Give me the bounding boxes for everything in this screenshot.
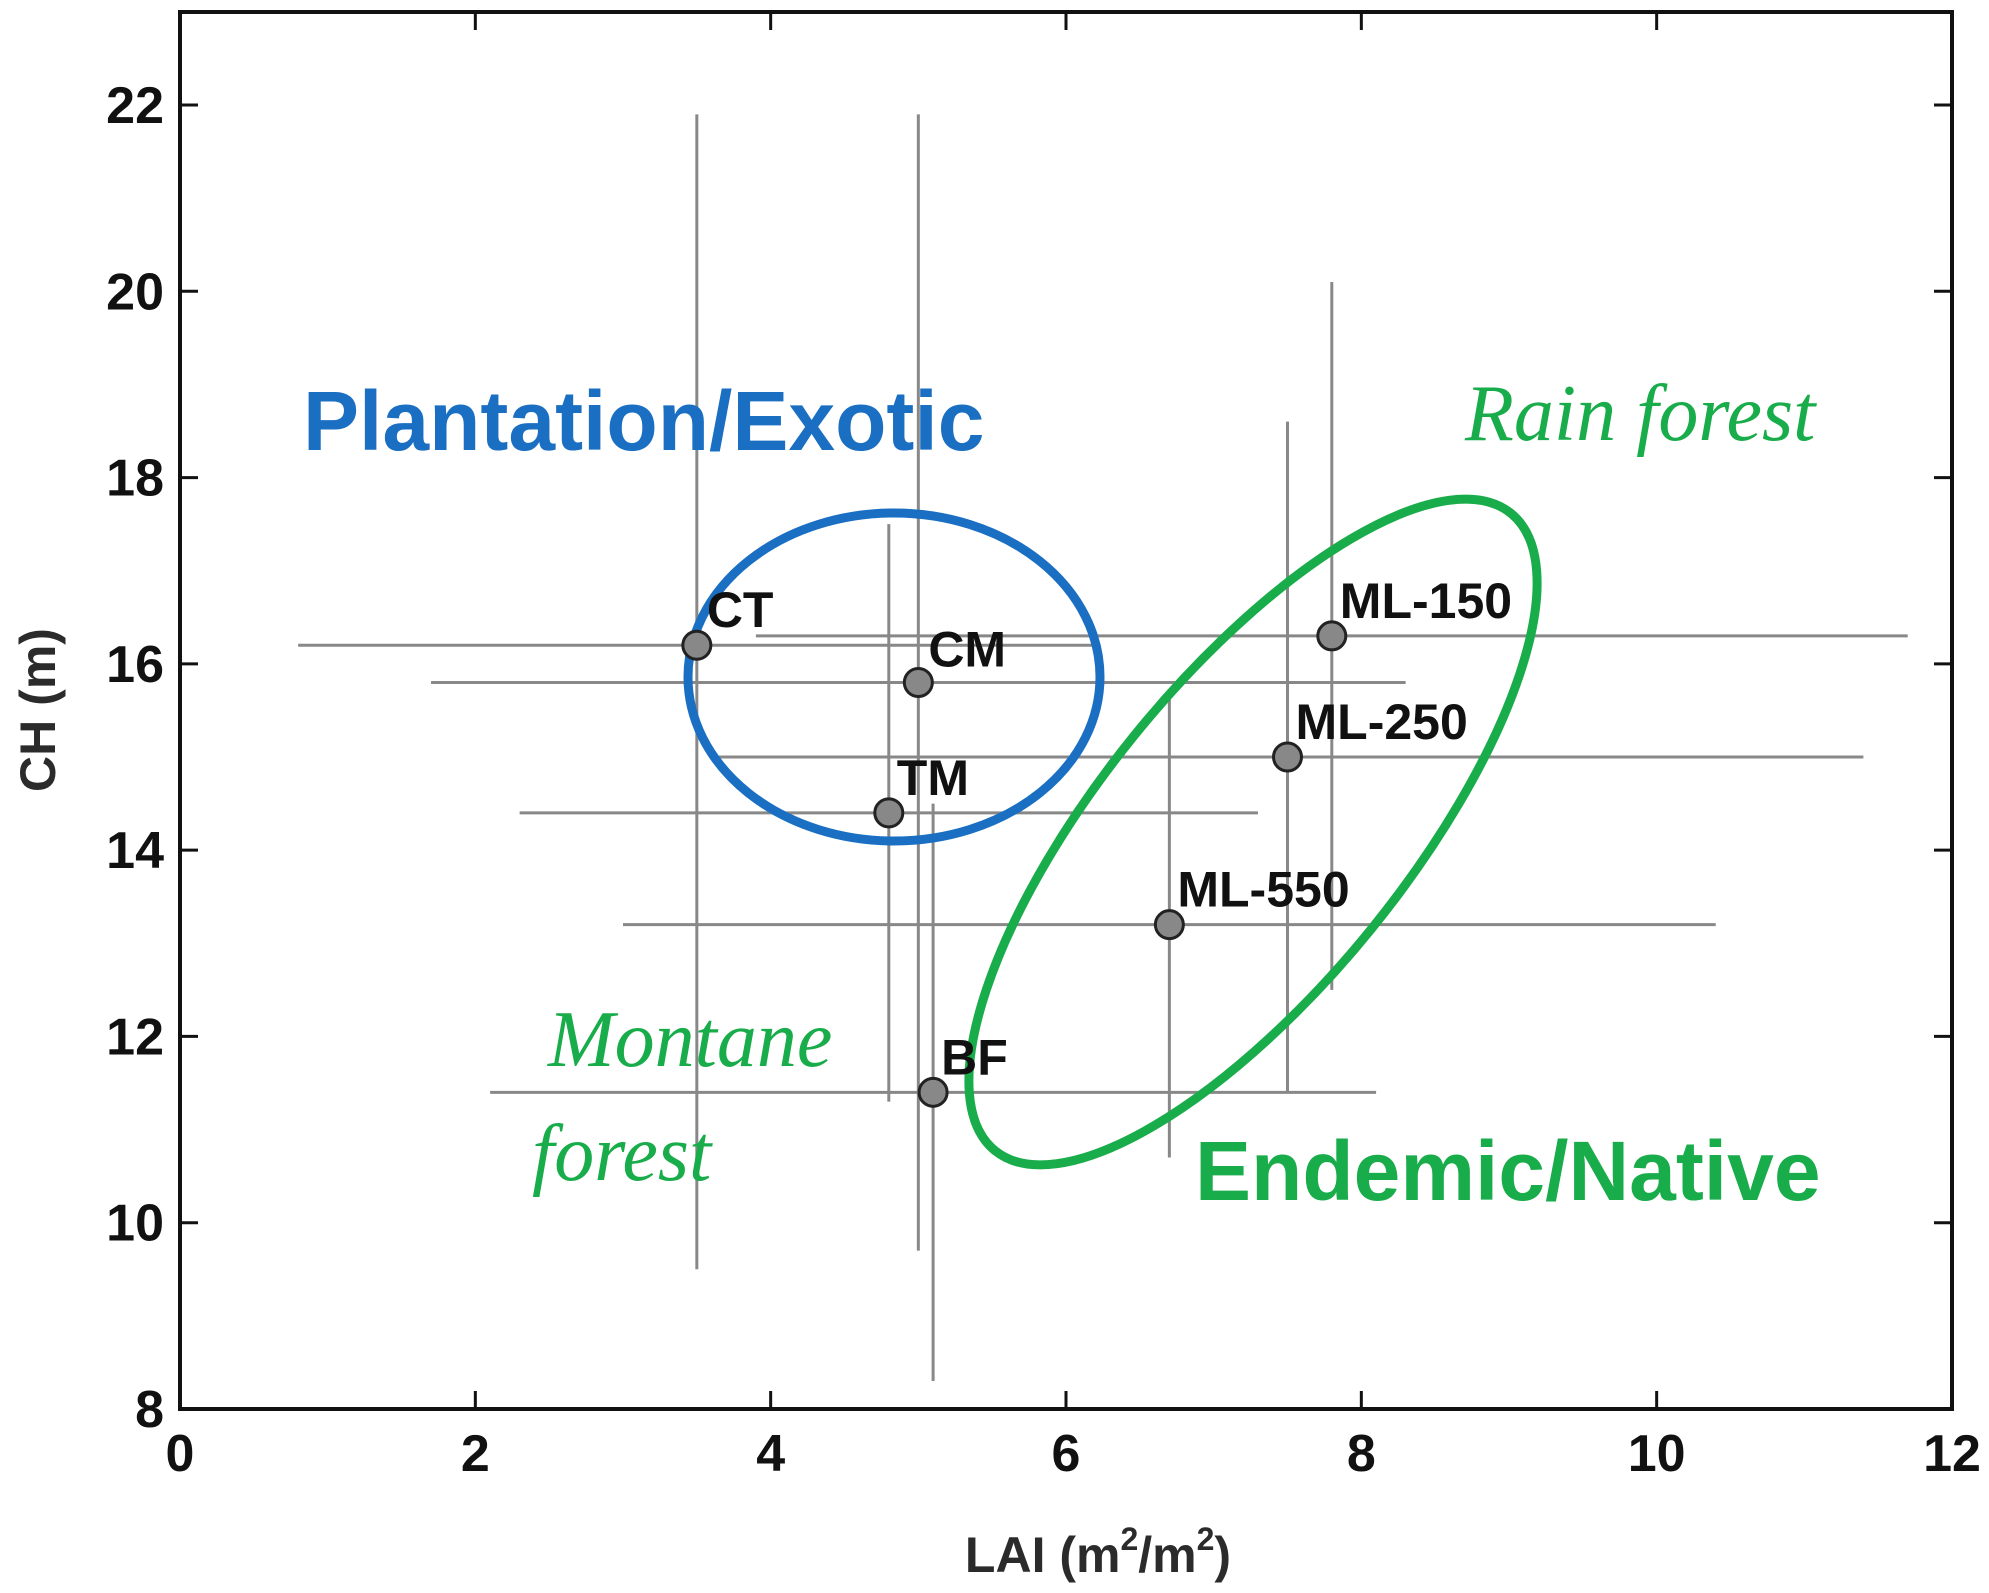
y-tick-label: 22 <box>106 77 164 135</box>
y-tick-label: 16 <box>106 636 164 694</box>
data-point-label: BF <box>941 1029 1008 1085</box>
x-tick-label: 10 <box>1628 1425 1686 1483</box>
data-point <box>1153 909 1185 941</box>
data-point-label: ML-150 <box>1340 573 1512 629</box>
x-axis-title: LAI (m2/m2) <box>965 1521 1231 1583</box>
y-tick-label: 14 <box>106 822 164 880</box>
plantation-cluster-ellipse <box>683 508 1105 846</box>
endemic-native-label: Endemic/Native <box>1195 1124 1821 1218</box>
x-tick-label: 0 <box>166 1425 195 1483</box>
y-tick-label: 10 <box>106 1195 164 1253</box>
montane-label-line2: forest <box>532 1110 713 1198</box>
x-tick-label: 6 <box>1052 1425 1081 1483</box>
data-point-label: CM <box>928 621 1006 677</box>
rain-forest-label: Rain forest <box>1464 370 1817 458</box>
endemic-cluster-ellipse <box>964 494 1542 1170</box>
point-labels: CT CM TM ML-150 ML-250 ML-550 BF <box>707 573 1512 1085</box>
data-point <box>917 1076 949 1108</box>
data-point-label: ML-550 <box>1177 862 1349 918</box>
data-point <box>873 797 905 829</box>
data-point <box>681 629 713 661</box>
data-point <box>1272 741 1303 773</box>
y-axis-title: CH (m) <box>10 628 66 792</box>
plantation-exotic-label: Plantation/Exotic <box>303 374 984 468</box>
data-point-label: ML-250 <box>1296 694 1468 750</box>
x-tick-label: 2 <box>461 1425 490 1483</box>
data-point-label: CT <box>707 582 774 638</box>
x-tick-label: 8 <box>1347 1425 1376 1483</box>
axis-ticks: 0 2 4 6 8 10 12 8 10 12 14 16 18 20 22 <box>106 12 1981 1483</box>
y-tick-label: 20 <box>106 263 164 321</box>
x-tick-label: 4 <box>756 1425 785 1483</box>
y-tick-label: 12 <box>106 1008 164 1066</box>
data-point <box>1316 620 1348 652</box>
montane-label-line1: Montane <box>547 996 832 1084</box>
y-tick-label: 18 <box>106 450 164 508</box>
data-point <box>902 666 934 698</box>
data-point-label: TM <box>897 750 969 806</box>
x-tick-label: 12 <box>1923 1425 1981 1483</box>
data-points <box>681 620 1348 1108</box>
y-tick-label: 8 <box>135 1381 164 1439</box>
